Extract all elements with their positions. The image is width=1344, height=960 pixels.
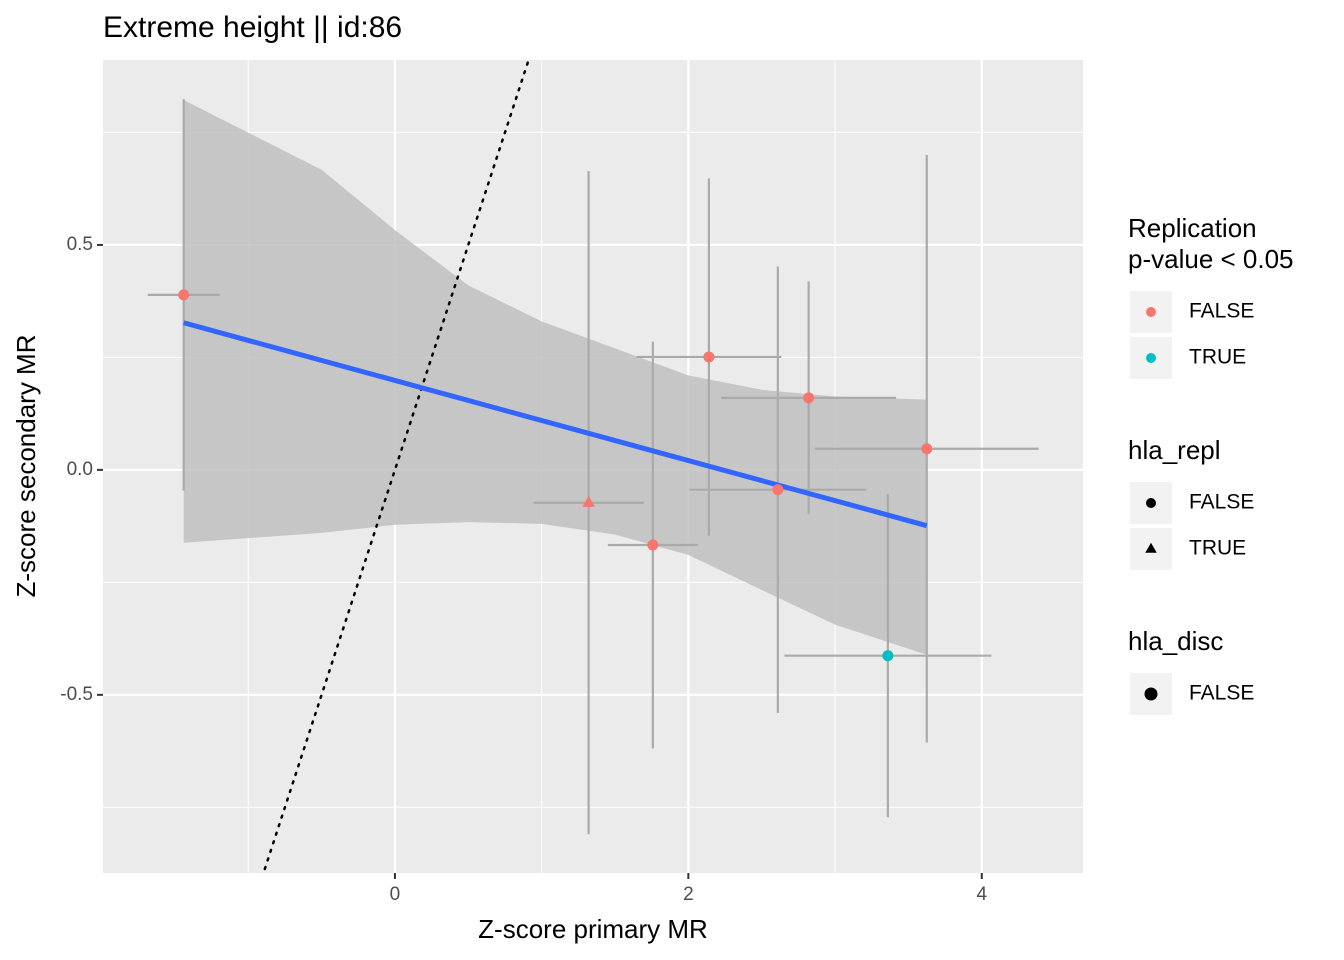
- point: [772, 484, 784, 496]
- point: [703, 351, 715, 363]
- point: [803, 392, 815, 404]
- legend-title: p-value < 0.05: [1128, 244, 1294, 274]
- y-tick-label: -0.5: [60, 684, 93, 705]
- legend-label: TRUE: [1189, 346, 1246, 369]
- chart-title: Extreme height || id:86: [103, 11, 402, 44]
- legend-title: hla_disc: [1128, 626, 1223, 656]
- y-axis-label: Z-score secondary MR: [11, 335, 41, 598]
- legend-label: FALSE: [1189, 300, 1254, 323]
- legend-symbol: [1144, 687, 1158, 701]
- legend-symbol: [1146, 307, 1156, 317]
- x-tick-label: 2: [683, 884, 694, 905]
- confidence-band: [183, 100, 927, 655]
- legend-symbol: [1146, 353, 1156, 363]
- fit-line: [183, 320, 928, 529]
- legend-label: FALSE: [1189, 682, 1254, 705]
- legend-label: TRUE: [1189, 537, 1246, 560]
- legend-symbol: [1146, 498, 1156, 508]
- legend-label: FALSE: [1189, 491, 1254, 514]
- x-axis-label: Z-score primary MR: [478, 914, 708, 944]
- point: [882, 650, 894, 662]
- y-tick-label: 0.5: [67, 234, 93, 255]
- x-tick-label: 4: [976, 884, 987, 905]
- point: [921, 443, 933, 455]
- point: [178, 289, 190, 301]
- legend-title: Replication: [1128, 213, 1257, 243]
- point: [647, 539, 659, 551]
- point: [582, 495, 595, 507]
- x-tick-label: 0: [390, 884, 401, 905]
- legend-symbol: [1145, 542, 1157, 553]
- y-tick-label: 0.0: [67, 459, 93, 480]
- legend-title: hla_repl: [1128, 435, 1221, 465]
